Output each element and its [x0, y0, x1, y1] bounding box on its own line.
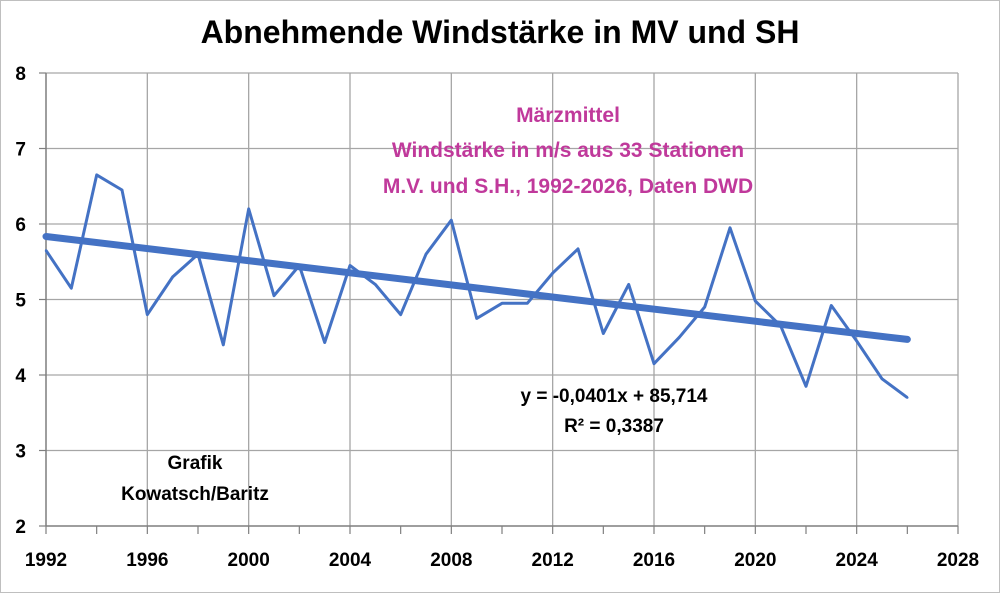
credit-line-2: Kowatsch/Baritz	[121, 484, 269, 505]
credit: Grafik Kowatsch/Baritz	[121, 453, 269, 505]
y-tick-label: 6	[15, 215, 26, 236]
series-layer	[42, 173, 911, 399]
x-tick-label: 1996	[126, 550, 168, 571]
data-point	[703, 305, 706, 309]
x-tick-label: 2020	[734, 550, 776, 571]
x-tick-label: 1992	[25, 550, 67, 571]
data-point	[146, 313, 149, 316]
data-point	[399, 313, 402, 316]
data-point	[627, 283, 630, 286]
x-tick-label: 2028	[937, 550, 979, 571]
data-point	[754, 299, 757, 303]
data-point	[272, 294, 276, 297]
data-point	[880, 377, 884, 380]
trendline-r-squared: R² = 0,3387	[564, 416, 664, 437]
data-point	[70, 286, 73, 290]
data-point	[323, 341, 326, 344]
data-point	[804, 385, 808, 388]
data-point	[526, 302, 529, 305]
data-point	[602, 332, 605, 335]
x-tick-label: 2016	[633, 550, 675, 571]
credit-line-1: Grafik	[168, 453, 223, 474]
data-point	[652, 362, 656, 365]
x-tick-label: 2000	[228, 550, 270, 571]
y-tick-label: 3	[15, 442, 26, 463]
annotation-line-2: Windstärke in m/s aus 33 Stationen	[392, 139, 744, 162]
y-tick-label: 4	[15, 366, 26, 387]
data-point	[171, 275, 174, 279]
data-point	[374, 283, 377, 286]
chart-title: Abnehmende Windstärke in MV und SH	[200, 14, 800, 50]
data-point	[348, 264, 352, 267]
data-point	[247, 207, 250, 211]
annotation-line-1: Märzmittel	[516, 104, 620, 127]
trendline-labels: y = -0,0401x + 85,714 R² = 0,3387	[521, 386, 708, 437]
data-point	[551, 271, 554, 275]
data-point	[855, 339, 858, 343]
y-tick-label: 5	[15, 291, 26, 312]
data-point	[44, 249, 48, 252]
x-tick-label: 2024	[836, 550, 879, 571]
annotation-line-3: M.V. und S.H., 1992-2026, Daten DWD	[383, 175, 753, 198]
x-tick-label: 2012	[532, 550, 574, 571]
y-tick-label: 2	[15, 517, 26, 538]
axes	[39, 72, 959, 534]
data-point	[500, 302, 504, 305]
data-point	[830, 304, 833, 307]
x-tick-label: 2004	[329, 550, 372, 571]
grid-lines	[46, 72, 959, 526]
data-point	[120, 188, 124, 192]
data-point	[728, 226, 732, 229]
data-point	[678, 336, 681, 339]
x-tick-labels: 1992 1996 2000 2004 2008 2012 2016 2020 2024 2028	[25, 550, 979, 571]
x-tick-label: 2008	[430, 550, 472, 571]
y-tick-label: 8	[15, 64, 26, 85]
data-point	[222, 343, 225, 346]
y-tick-label: 7	[15, 140, 26, 161]
y-tick-labels: 2 3 4 5 6 7 8	[15, 64, 26, 538]
data-point	[576, 247, 580, 251]
trendline	[42, 232, 911, 343]
data-point	[450, 219, 453, 222]
data-point	[475, 317, 478, 320]
data-point	[95, 173, 98, 177]
data-point	[424, 253, 428, 256]
trendline-equation: y = -0,0401x + 85,714	[521, 386, 708, 407]
annotation-box: Märzmittel Windstärke in m/s aus 33 Stat…	[383, 104, 753, 198]
data-point	[906, 396, 909, 399]
